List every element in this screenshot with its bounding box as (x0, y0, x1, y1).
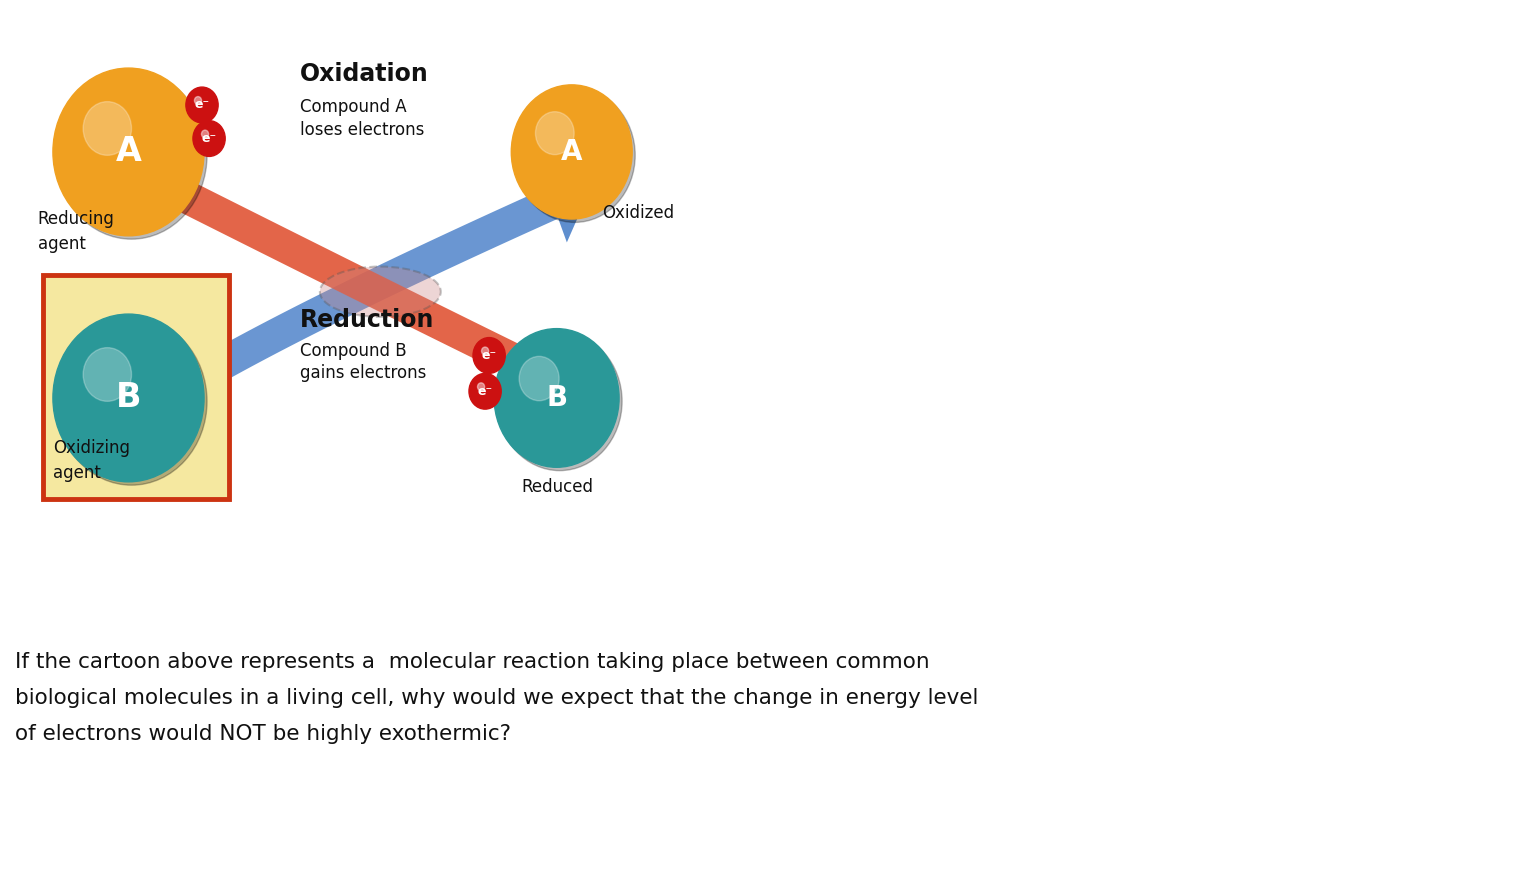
Text: Reducing: Reducing (38, 210, 115, 228)
Text: e⁻: e⁻ (194, 99, 209, 112)
Text: e⁻: e⁻ (202, 132, 217, 145)
Circle shape (469, 373, 501, 409)
Text: B: B (115, 382, 141, 415)
Circle shape (53, 68, 203, 236)
Circle shape (498, 332, 622, 471)
Circle shape (83, 347, 132, 401)
FancyBboxPatch shape (43, 275, 229, 498)
Circle shape (194, 97, 202, 105)
Polygon shape (158, 170, 598, 413)
Text: e⁻: e⁻ (478, 385, 493, 398)
Text: Compound B: Compound B (299, 342, 407, 360)
Polygon shape (537, 340, 592, 418)
Circle shape (83, 101, 132, 155)
Text: agent: agent (38, 234, 85, 253)
Text: agent: agent (53, 464, 100, 482)
Text: Oxidizing: Oxidizing (53, 440, 131, 457)
Circle shape (53, 314, 203, 482)
Circle shape (202, 131, 208, 138)
Circle shape (56, 317, 206, 485)
Circle shape (512, 85, 631, 219)
Circle shape (478, 383, 484, 391)
Text: Reduction: Reduction (299, 307, 434, 332)
Text: B: B (546, 384, 568, 412)
Text: Reduced: Reduced (521, 479, 594, 496)
Circle shape (495, 329, 619, 467)
Text: Oxidized: Oxidized (603, 204, 674, 223)
Circle shape (193, 121, 225, 156)
Circle shape (185, 87, 219, 123)
Circle shape (519, 356, 559, 400)
Text: Compound A: Compound A (299, 99, 407, 116)
Circle shape (474, 337, 505, 373)
Text: gains electrons: gains electrons (299, 364, 427, 383)
Polygon shape (539, 163, 592, 242)
Circle shape (481, 347, 489, 355)
Text: A: A (115, 136, 141, 169)
Ellipse shape (320, 266, 440, 317)
Text: loses electrons: loses electrons (299, 121, 424, 139)
Text: e⁻: e⁻ (481, 349, 496, 362)
Circle shape (536, 112, 574, 155)
Text: Oxidation: Oxidation (299, 61, 428, 85)
Text: A: A (562, 138, 583, 166)
Circle shape (56, 71, 206, 239)
Circle shape (515, 88, 635, 222)
Text: If the cartoon above represents a  molecular reaction taking place between commo: If the cartoon above represents a molecu… (15, 652, 979, 744)
Polygon shape (156, 170, 598, 413)
